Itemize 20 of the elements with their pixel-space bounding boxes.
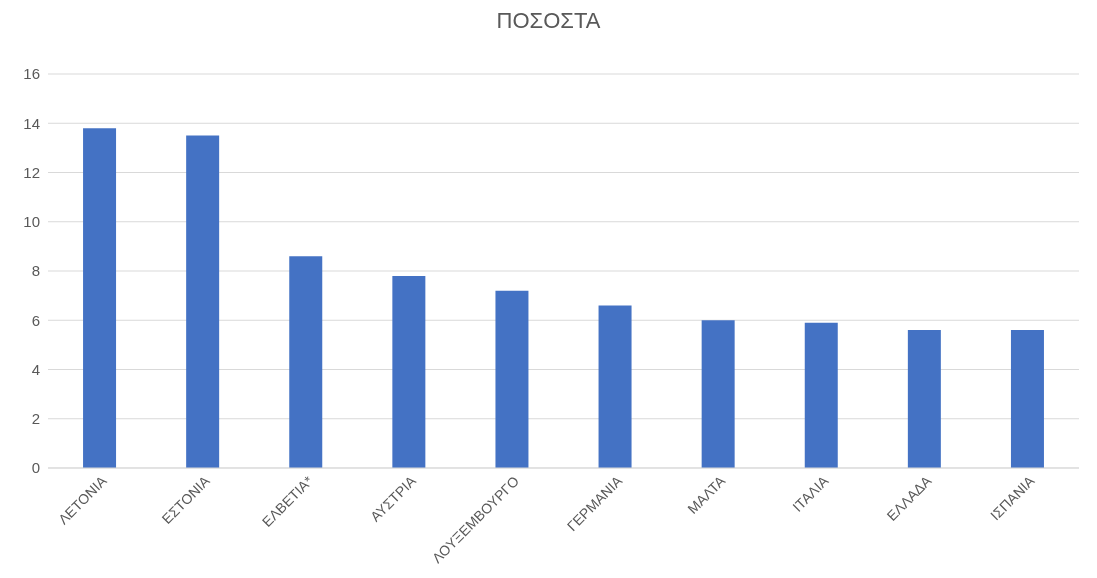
y-tick-label: 8 bbox=[31, 262, 40, 280]
y-tick-label: 14 bbox=[23, 114, 40, 132]
chart-title: ΠΟΣΟΣΤΑ bbox=[495, 8, 602, 35]
y-tick-label: 4 bbox=[31, 360, 40, 378]
y-tick-label: 6 bbox=[31, 311, 40, 329]
bar bbox=[83, 128, 117, 468]
bar bbox=[598, 305, 632, 468]
y-tick-label: 12 bbox=[23, 163, 40, 181]
bar bbox=[495, 290, 529, 468]
y-tick-label: 10 bbox=[23, 213, 40, 231]
bar bbox=[1010, 330, 1044, 468]
y-tick-label: 2 bbox=[31, 410, 40, 428]
bar bbox=[392, 275, 426, 468]
bar bbox=[907, 330, 941, 468]
y-tick-label: 16 bbox=[23, 65, 40, 83]
y-tick-label: 0 bbox=[31, 459, 40, 477]
bar bbox=[701, 320, 735, 468]
bar bbox=[804, 322, 838, 468]
bar bbox=[186, 135, 220, 468]
bar bbox=[289, 256, 323, 468]
